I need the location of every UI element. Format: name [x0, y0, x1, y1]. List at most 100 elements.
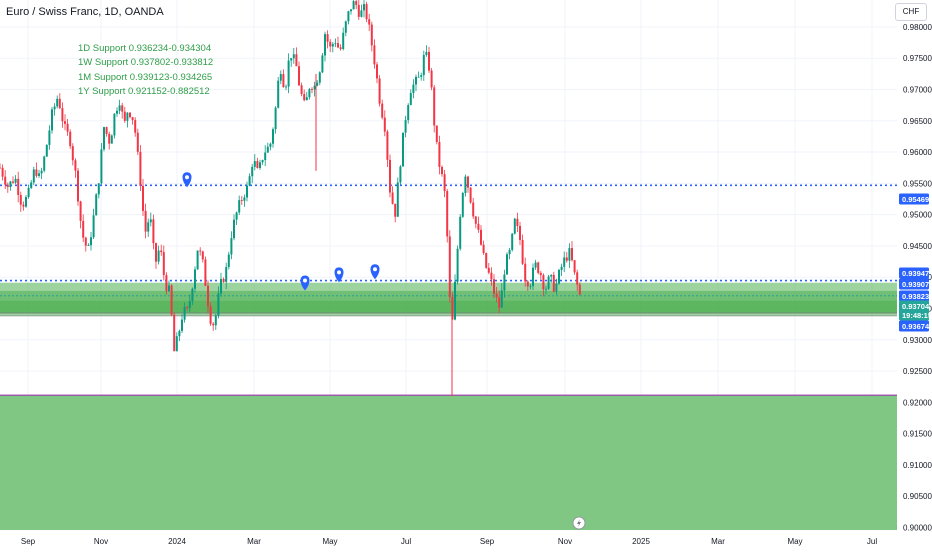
- candle-body: [342, 32, 345, 49]
- candle-body: [409, 93, 412, 106]
- candle-body: [82, 220, 85, 238]
- candle-body: [173, 314, 176, 352]
- candle-body: [482, 244, 485, 254]
- candle-body: [1, 167, 4, 177]
- candle-body: [571, 248, 573, 261]
- candle-body: [48, 130, 51, 145]
- candle-body: [246, 185, 248, 198]
- candle-body: [498, 297, 501, 308]
- x-tick-label: Mar: [711, 537, 725, 546]
- candle-body: [71, 146, 74, 161]
- candle-body: [27, 187, 30, 198]
- candle-body: [472, 202, 475, 217]
- candle-body: [352, 1, 355, 10]
- price-label-text: 0.93823: [902, 292, 929, 301]
- candle-body: [269, 143, 272, 147]
- y-tick-label: 0.90000: [903, 523, 932, 532]
- candle-body: [64, 121, 66, 124]
- candle-body: [287, 60, 290, 87]
- candle-body: [550, 274, 553, 277]
- candle-body: [477, 223, 480, 230]
- candle-body: [266, 146, 269, 153]
- candle-body: [363, 4, 365, 11]
- candle-body: [347, 11, 350, 22]
- candle-body: [240, 200, 243, 201]
- candle-body: [110, 135, 113, 144]
- candle-body: [524, 263, 527, 282]
- candle-body: [415, 76, 417, 85]
- event-marker-pin[interactable]: [300, 275, 310, 291]
- candle-body: [545, 288, 547, 290]
- candle-body: [495, 293, 498, 298]
- candle-body: [376, 64, 378, 79]
- candle-body: [503, 274, 506, 291]
- candle-body: [209, 306, 212, 324]
- candle-body: [225, 267, 228, 282]
- candle-body: [87, 245, 90, 247]
- candle-body: [95, 194, 98, 216]
- candle-body: [295, 54, 298, 67]
- candle-body: [170, 285, 173, 315]
- candle-body: [321, 55, 324, 73]
- event-marker-icon[interactable]: [182, 172, 192, 188]
- event-marker-icon[interactable]: [300, 275, 310, 291]
- candle-body: [168, 285, 170, 292]
- candle-body: [555, 283, 558, 292]
- candle-body: [155, 243, 157, 262]
- candle-body: [573, 260, 576, 273]
- event-marker-pin[interactable]: [182, 172, 192, 188]
- event-marker-pin[interactable]: [370, 264, 380, 280]
- price-label: 0.93823: [899, 290, 929, 302]
- candle-body: [212, 323, 215, 326]
- zone-1y-support: [0, 395, 897, 530]
- candle-body: [532, 267, 534, 287]
- candle-body: [191, 288, 194, 302]
- currency-selector[interactable]: CHF: [895, 3, 927, 21]
- candle-body: [326, 34, 329, 42]
- y-tick-label: 0.94500: [903, 242, 932, 251]
- event-marker-dot: [337, 270, 341, 275]
- support-legend: 1D Support 0.936234-0.934304 1W Support …: [78, 42, 213, 99]
- candle-body: [207, 285, 209, 307]
- candle-body: [103, 127, 105, 150]
- y-tick-label: 0.95500: [903, 179, 932, 188]
- candle-body: [404, 120, 407, 133]
- candle-body: [428, 51, 430, 71]
- x-tick-label: Nov: [558, 537, 572, 546]
- event-marker-icon[interactable]: [370, 264, 380, 280]
- event-marker-pin[interactable]: [334, 267, 344, 283]
- candle-body: [308, 89, 311, 98]
- candle-body: [61, 108, 64, 122]
- candle-body: [391, 192, 394, 204]
- candle-body: [493, 279, 495, 294]
- support-line-1m: 1M Support 0.939123-0.934265: [78, 71, 213, 83]
- candle-body: [113, 113, 116, 136]
- candle-body: [563, 257, 566, 267]
- price-label-text: 0.95469: [902, 195, 929, 204]
- candle-body: [303, 94, 306, 101]
- candle-body: [53, 106, 56, 110]
- candle-body: [558, 269, 560, 284]
- price-label-bg: [899, 320, 929, 332]
- price-label-bg: [899, 290, 929, 302]
- price-label-text: 0.93907: [902, 280, 929, 289]
- event-marker-icon[interactable]: [334, 267, 344, 283]
- lightning-icon[interactable]: [572, 516, 586, 530]
- y-tick-label: 0.96000: [903, 148, 932, 157]
- candle-body: [324, 34, 326, 56]
- candle-body: [230, 238, 233, 255]
- candle-body: [438, 141, 441, 167]
- x-tick-label: 2024: [168, 537, 186, 546]
- candle-body: [253, 161, 256, 167]
- candle-body: [417, 76, 420, 78]
- candle-body: [160, 250, 163, 253]
- candle-body: [378, 78, 381, 104]
- candle-body: [459, 216, 462, 249]
- candle-body: [97, 183, 100, 195]
- event-marker-dot: [373, 267, 377, 272]
- candle-body: [100, 149, 103, 184]
- candle-body: [412, 84, 415, 94]
- candle-body: [243, 197, 246, 201]
- candle-body: [142, 185, 144, 211]
